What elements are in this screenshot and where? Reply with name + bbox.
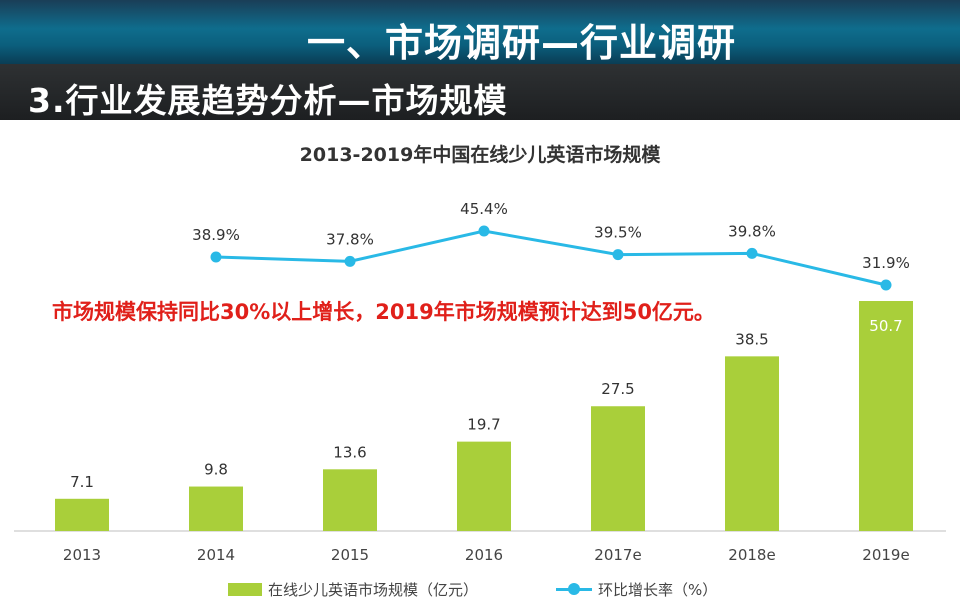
bar-value-label: 13.6 bbox=[333, 443, 366, 461]
x-tick-label: 2015 bbox=[331, 546, 369, 564]
main-title: 一、市场调研—行业调研 bbox=[306, 21, 736, 65]
bar bbox=[189, 486, 243, 531]
growth-rate-label: 45.4% bbox=[460, 200, 508, 218]
growth-rate-point bbox=[344, 255, 356, 267]
bar bbox=[323, 469, 377, 531]
legend-label-line: 环比增长率（%） bbox=[598, 580, 718, 599]
sub-header: 3.行业发展趋势分析—市场规模 bbox=[0, 64, 960, 120]
growth-rate-point bbox=[880, 279, 892, 291]
sub-title: 3.行业发展趋势分析—市场规模 bbox=[28, 81, 508, 120]
growth-rate-point bbox=[210, 251, 222, 263]
x-tick-label: 2014 bbox=[197, 546, 235, 564]
bar-value-label: 9.8 bbox=[204, 461, 228, 479]
bar bbox=[55, 498, 109, 531]
main-header: 一、市场调研—行业调研 bbox=[0, 0, 960, 65]
bar-value-label: 27.5 bbox=[601, 380, 634, 398]
growth-rate-label: 39.5% bbox=[594, 224, 642, 242]
growth-rate-label: 37.8% bbox=[326, 230, 374, 248]
bar-value-label: 50.7 bbox=[869, 317, 902, 335]
legend-label-bar: 在线少儿英语市场规模（亿元） bbox=[268, 580, 479, 599]
bar bbox=[591, 406, 645, 531]
legend-bar-swatch bbox=[228, 582, 262, 596]
x-tick-label: 2017e bbox=[594, 546, 641, 564]
growth-rate-label: 39.8% bbox=[728, 222, 776, 240]
growth-rate-point bbox=[746, 247, 758, 259]
annotation-text: 市场规模保持同比30%以上增长，2019年市场规模预计达到50亿元。 bbox=[52, 300, 715, 324]
bar-value-label: 38.5 bbox=[735, 330, 768, 348]
bar-value-label: 19.7 bbox=[467, 416, 500, 434]
legend: 在线少儿英语市场规模（亿元） 环比增长率（%） bbox=[0, 578, 960, 600]
legend-line-swatch bbox=[556, 582, 592, 596]
x-tick-label: 2016 bbox=[465, 546, 503, 564]
chart-title: 2013-2019年中国在线少儿英语市场规模 bbox=[299, 144, 661, 166]
bar bbox=[457, 441, 511, 531]
x-tick-label: 2019e bbox=[862, 546, 909, 564]
growth-rate-line bbox=[215, 229, 887, 287]
growth-rate-label: 38.9% bbox=[192, 226, 240, 244]
legend-item-line: 环比增长率（%） bbox=[556, 578, 717, 600]
legend-item-bar: 在线少儿英语市场规模（亿元） bbox=[228, 578, 478, 600]
growth-rate-label: 31.9% bbox=[862, 254, 910, 272]
x-tick-label: 2013 bbox=[63, 546, 101, 564]
x-tick-label: 2018e bbox=[728, 546, 775, 564]
bar bbox=[725, 356, 779, 531]
growth-rate-point bbox=[612, 249, 624, 261]
growth-rate-point bbox=[478, 225, 490, 237]
bar-value-label: 7.1 bbox=[70, 473, 94, 491]
bar bbox=[859, 301, 913, 531]
